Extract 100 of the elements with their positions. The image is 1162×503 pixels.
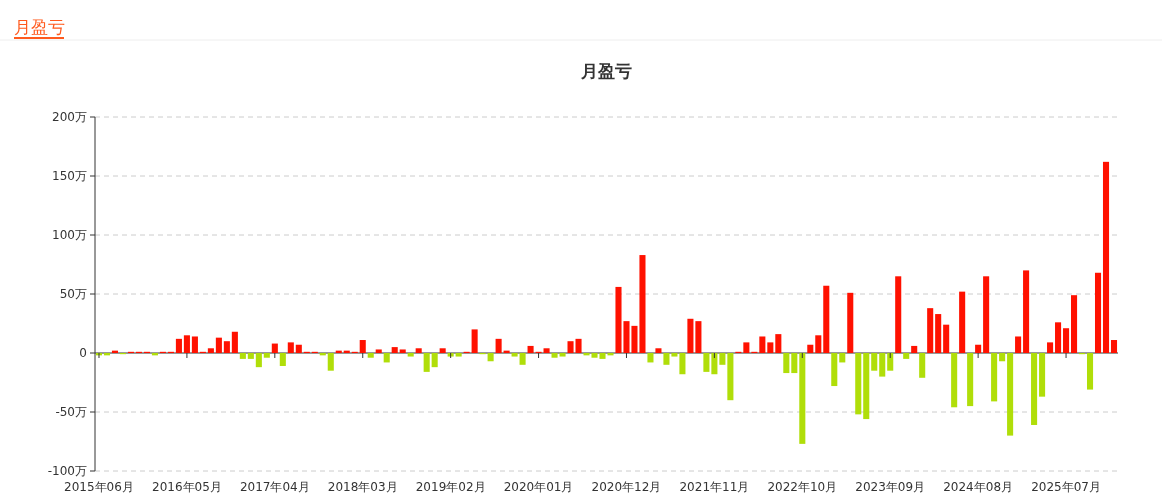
bar <box>551 353 558 358</box>
bar <box>359 340 366 353</box>
bar <box>391 347 398 353</box>
bar <box>663 353 670 365</box>
bar <box>1094 272 1102 353</box>
bar <box>783 353 790 374</box>
bar <box>1063 328 1070 353</box>
bar <box>935 314 942 353</box>
bar <box>1047 342 1054 353</box>
x-tick-label: 2017年04月 <box>239 480 310 494</box>
y-tick-label: -50万 <box>55 405 87 419</box>
bar <box>543 348 550 353</box>
bar <box>967 353 974 407</box>
bar <box>375 349 382 353</box>
bar <box>1055 322 1062 353</box>
bar <box>247 353 254 359</box>
bar <box>767 342 774 353</box>
bar <box>1023 270 1030 353</box>
bar <box>847 292 854 353</box>
x-tick-label: 2020年12月 <box>591 480 662 494</box>
x-tick-label: 2023年09月 <box>855 480 926 494</box>
bar <box>439 348 446 353</box>
bar <box>991 353 998 402</box>
bar <box>191 336 198 353</box>
bar <box>399 349 406 353</box>
y-tick-label: 0 <box>79 346 87 360</box>
bar <box>799 353 806 444</box>
bar <box>839 353 846 363</box>
bar <box>423 353 430 372</box>
bar <box>455 353 462 357</box>
x-tick-label: 2025年07月 <box>1031 480 1101 494</box>
bar <box>703 353 710 372</box>
chart-title: 月盈亏 <box>580 61 632 81</box>
bar <box>983 276 990 353</box>
bar <box>223 341 230 353</box>
bar <box>559 353 566 357</box>
bar <box>1031 353 1038 425</box>
bar <box>1071 295 1078 353</box>
y-tick-label: 150万 <box>52 169 87 183</box>
bar <box>1102 161 1110 353</box>
bar <box>943 324 950 353</box>
bar <box>775 334 782 353</box>
x-tick-label: 2016年05月 <box>152 480 222 494</box>
bar <box>999 353 1006 362</box>
bar <box>815 335 822 353</box>
bar <box>511 353 518 357</box>
x-tick-label: 2015年06月 <box>64 480 134 494</box>
bar <box>415 348 422 353</box>
y-tick-label: 50万 <box>59 287 87 301</box>
y-tick-label: -100万 <box>47 464 87 478</box>
bar <box>383 353 390 363</box>
bar <box>527 345 534 353</box>
x-tick-label: 2020年01月 <box>503 480 574 494</box>
bar <box>831 353 838 387</box>
bar <box>175 338 182 353</box>
bar <box>327 353 334 371</box>
bar <box>263 353 270 358</box>
bar <box>1110 340 1118 353</box>
y-tick-label: 200万 <box>52 110 87 124</box>
bar <box>519 353 526 365</box>
bar <box>647 353 654 363</box>
x-tick-label: 2024年08月 <box>943 480 1014 494</box>
bar <box>719 353 726 365</box>
bar <box>975 344 982 353</box>
bar <box>431 353 438 368</box>
bar <box>911 345 918 353</box>
bar <box>823 285 830 353</box>
x-tick-label: 2018年03月 <box>327 480 398 494</box>
bar <box>855 353 862 415</box>
bar <box>1007 353 1014 436</box>
bar <box>887 353 894 371</box>
bar <box>959 291 966 353</box>
bar <box>1039 353 1046 397</box>
bar <box>951 353 958 408</box>
bar <box>655 348 662 353</box>
bar <box>367 353 374 358</box>
bar <box>671 353 678 357</box>
bar <box>919 353 926 378</box>
bar <box>759 336 766 353</box>
text: 月盈亏 <box>14 17 65 37</box>
x-tick-label: 2019年02月 <box>415 480 486 494</box>
bar <box>871 353 878 371</box>
bar <box>879 353 886 377</box>
bar <box>287 342 294 353</box>
bar <box>903 353 910 359</box>
bar <box>1015 336 1022 353</box>
bar <box>215 337 222 353</box>
bar <box>295 344 302 353</box>
bar <box>1086 353 1094 390</box>
bar <box>279 353 286 366</box>
bar <box>791 353 798 374</box>
bar <box>471 329 478 353</box>
bar <box>727 353 734 401</box>
bar <box>895 276 902 353</box>
bar <box>863 353 870 420</box>
bar <box>255 353 262 368</box>
bar <box>271 343 278 353</box>
bar <box>407 353 414 357</box>
y-tick-label: 100万 <box>52 228 87 242</box>
bar <box>207 348 214 353</box>
